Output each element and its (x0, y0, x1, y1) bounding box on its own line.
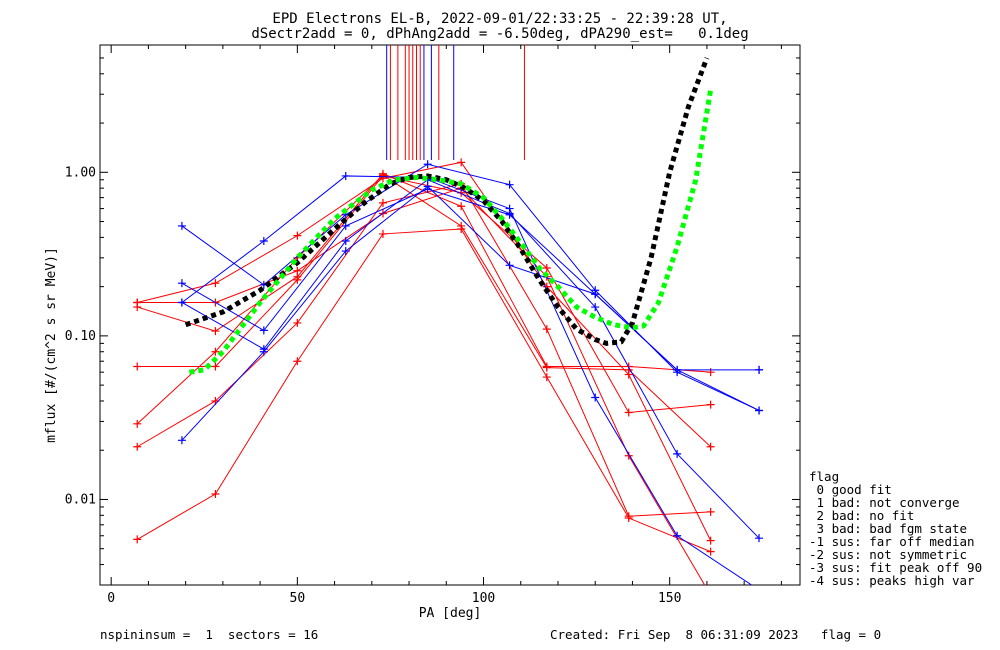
data-point (591, 303, 600, 312)
series-line (181, 179, 760, 539)
data-point (505, 261, 514, 270)
data-point (293, 231, 302, 240)
data-point (457, 202, 466, 211)
data-point (505, 180, 514, 189)
data-point (211, 362, 220, 371)
data-point (211, 279, 220, 288)
axes (99, 44, 801, 586)
data-point (673, 365, 682, 374)
x-tick-label: 100 (472, 591, 495, 606)
data-point (706, 400, 715, 409)
data-point (591, 290, 600, 299)
flag-legend-item: 0 good fit (809, 482, 892, 497)
data-point (542, 373, 551, 382)
flag-legend: flag 0 good fit 1 bad: not converge 2 ba… (809, 470, 982, 587)
data-point (133, 442, 142, 451)
data-point (293, 357, 302, 366)
flag-legend-item: -4 sus: peaks high var (809, 573, 975, 588)
x-tick-label: 0 (107, 591, 115, 606)
fit-curve (188, 89, 714, 375)
tick-labels: 0 50 100 150 0.01 0.10 1.00 (65, 165, 682, 606)
y-tick-label: 0.10 (65, 329, 96, 344)
data-point (378, 198, 387, 207)
x-tick-label: 150 (658, 591, 681, 606)
y-axis-label: mflux [#/(cm^2 s sr MeV)] (44, 247, 59, 443)
chart-title-line2: dSectr2add = 0, dPhAng2add = -6.50deg, d… (251, 26, 749, 42)
series-line (181, 175, 753, 585)
data-point (133, 419, 142, 428)
data-point (706, 442, 715, 451)
chart-title-line1: EPD Electrons EL-B, 2022-09-01/22:33:25 … (272, 11, 728, 27)
data-point (542, 362, 551, 371)
data-point (457, 221, 466, 230)
data-point (259, 237, 268, 246)
data-point (341, 247, 350, 256)
data-point (378, 174, 387, 183)
data-point (341, 221, 350, 230)
data-series (133, 158, 764, 585)
flag-legend-item: -2 sus: not symmetric (809, 547, 968, 562)
data-point (542, 263, 551, 272)
data-point (133, 362, 142, 371)
data-point (673, 531, 682, 540)
y-tick-label: 1.00 (65, 165, 96, 180)
fit-curves (184, 57, 714, 375)
data-point (177, 221, 186, 230)
data-point (341, 237, 350, 246)
plot-frame (99, 44, 801, 586)
data-point (706, 547, 715, 556)
data-point (423, 160, 432, 169)
series-line (181, 163, 760, 411)
vertical-lines (386, 45, 525, 160)
data-point (378, 229, 387, 238)
data-point (706, 507, 715, 516)
data-point (673, 449, 682, 458)
series-line (136, 183, 711, 517)
data-point (177, 279, 186, 288)
data-point (293, 266, 302, 275)
flag-legend-item: 3 bad: bad fgm state (809, 521, 968, 536)
series-line (136, 228, 711, 553)
fit-curve (184, 57, 710, 346)
data-point (624, 512, 633, 521)
data-point (624, 408, 633, 417)
data-point (259, 345, 268, 354)
x-tick-label: 50 (290, 591, 306, 606)
data-point (259, 326, 268, 335)
data-point (755, 365, 764, 374)
data-point (706, 536, 715, 545)
data-point (457, 158, 466, 167)
data-point (211, 347, 220, 356)
flag-legend-item: -1 sus: far off median (809, 534, 975, 549)
data-point (755, 534, 764, 543)
data-point (423, 185, 432, 194)
series-line (137, 175, 711, 414)
data-point (542, 325, 551, 334)
series-line (137, 173, 711, 373)
data-point (341, 171, 350, 180)
footer-left: nspininsum = 1 sectors = 16 (100, 627, 319, 642)
data-point (591, 393, 600, 402)
x-axis-label: PA [deg] (419, 606, 482, 621)
flag-legend-item: 2 bad: no fit (809, 508, 915, 523)
data-point (177, 436, 186, 445)
data-point (211, 489, 220, 498)
data-point (133, 535, 142, 544)
data-point (133, 298, 142, 307)
series-line (181, 188, 760, 371)
series-line (137, 187, 706, 585)
series-line (137, 161, 712, 541)
data-point (177, 298, 186, 307)
data-point (211, 327, 220, 336)
data-point (624, 370, 633, 379)
flag-legend-item: -3 sus: fit peak off 90 (809, 560, 983, 575)
footer-right: Created: Fri Sep 8 06:31:09 2023 flag = … (550, 627, 882, 642)
flag-legend-title: flag (809, 469, 840, 484)
flag-legend-item: 1 bad: not converge (809, 495, 960, 510)
data-point (293, 318, 302, 327)
data-point (505, 209, 514, 218)
y-tick-label: 0.01 (65, 492, 96, 507)
data-point (755, 406, 764, 415)
